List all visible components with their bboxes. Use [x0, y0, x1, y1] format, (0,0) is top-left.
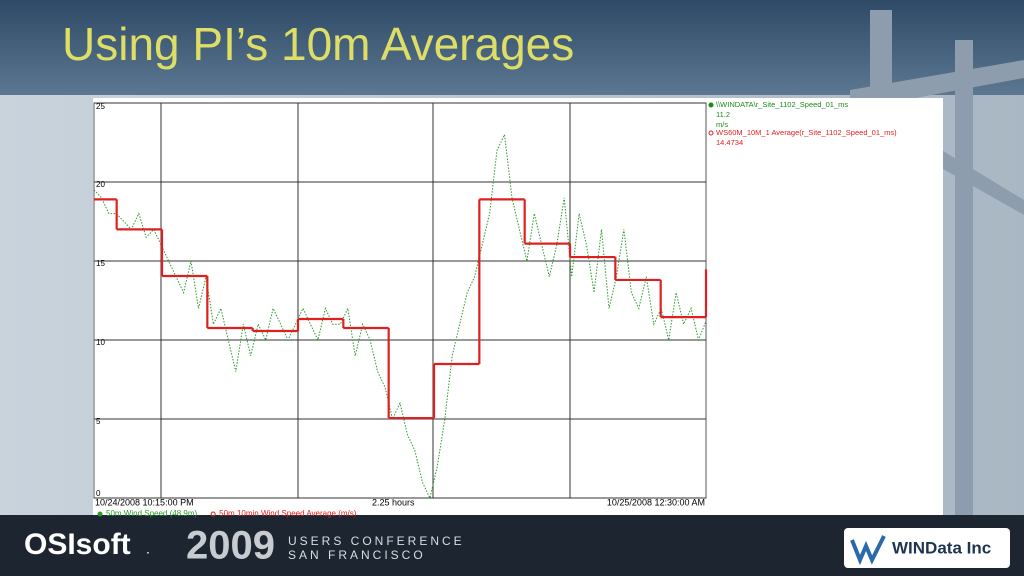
conference-city: SAN FRANCISCO [288, 548, 426, 562]
y-tick-label: 20 [96, 180, 105, 189]
header-band [0, 0, 1024, 95]
year: 2009 [186, 524, 275, 568]
tag-marker [708, 130, 714, 136]
legend-entry: 50m 10min Wind Speed Average (m/s) [219, 509, 357, 518]
tag-name: \\WINDATA\r_Site_1102_Speed_01_ms [716, 100, 848, 109]
tag-value: 14.4734 [716, 138, 743, 147]
tag-name: WS60M_10M_1 Average(r_Site_1102_Speed_01… [716, 128, 897, 137]
brand: OSIsoft [24, 528, 131, 561]
partner: WINData Inc [892, 538, 991, 557]
chart-panel [93, 98, 943, 520]
legend-marker [97, 511, 103, 517]
legend-marker [210, 511, 216, 517]
y-tick-label: 0 [96, 489, 101, 498]
x-end-label: 10/25/2008 12:30:00 AM [607, 497, 705, 507]
y-tick-label: 25 [96, 102, 105, 111]
x-span-label[interactable]: 2.25 hours [372, 497, 415, 507]
wind-speed-line [93, 132, 707, 500]
tag-value: 11.2 [716, 110, 730, 119]
legend-entry: 50m Wind Speed (48.9m) [106, 509, 197, 518]
slide-title: Using PI’s 10m Averages [62, 18, 574, 70]
y-tick-label: 15 [96, 259, 105, 268]
partner-logo-icon [850, 535, 886, 566]
conference: USERS CONFERENCE [288, 534, 465, 548]
x-start-label: 10/24/2008 10:15:00 PM [95, 497, 194, 507]
tag-marker [708, 102, 714, 108]
y-tick-label: 10 [96, 338, 105, 347]
brand-mark: . [146, 541, 150, 557]
y-tick-label: 5 [96, 417, 101, 426]
partner-logo-box [844, 528, 1010, 568]
tag-unit: m/s [716, 120, 728, 129]
